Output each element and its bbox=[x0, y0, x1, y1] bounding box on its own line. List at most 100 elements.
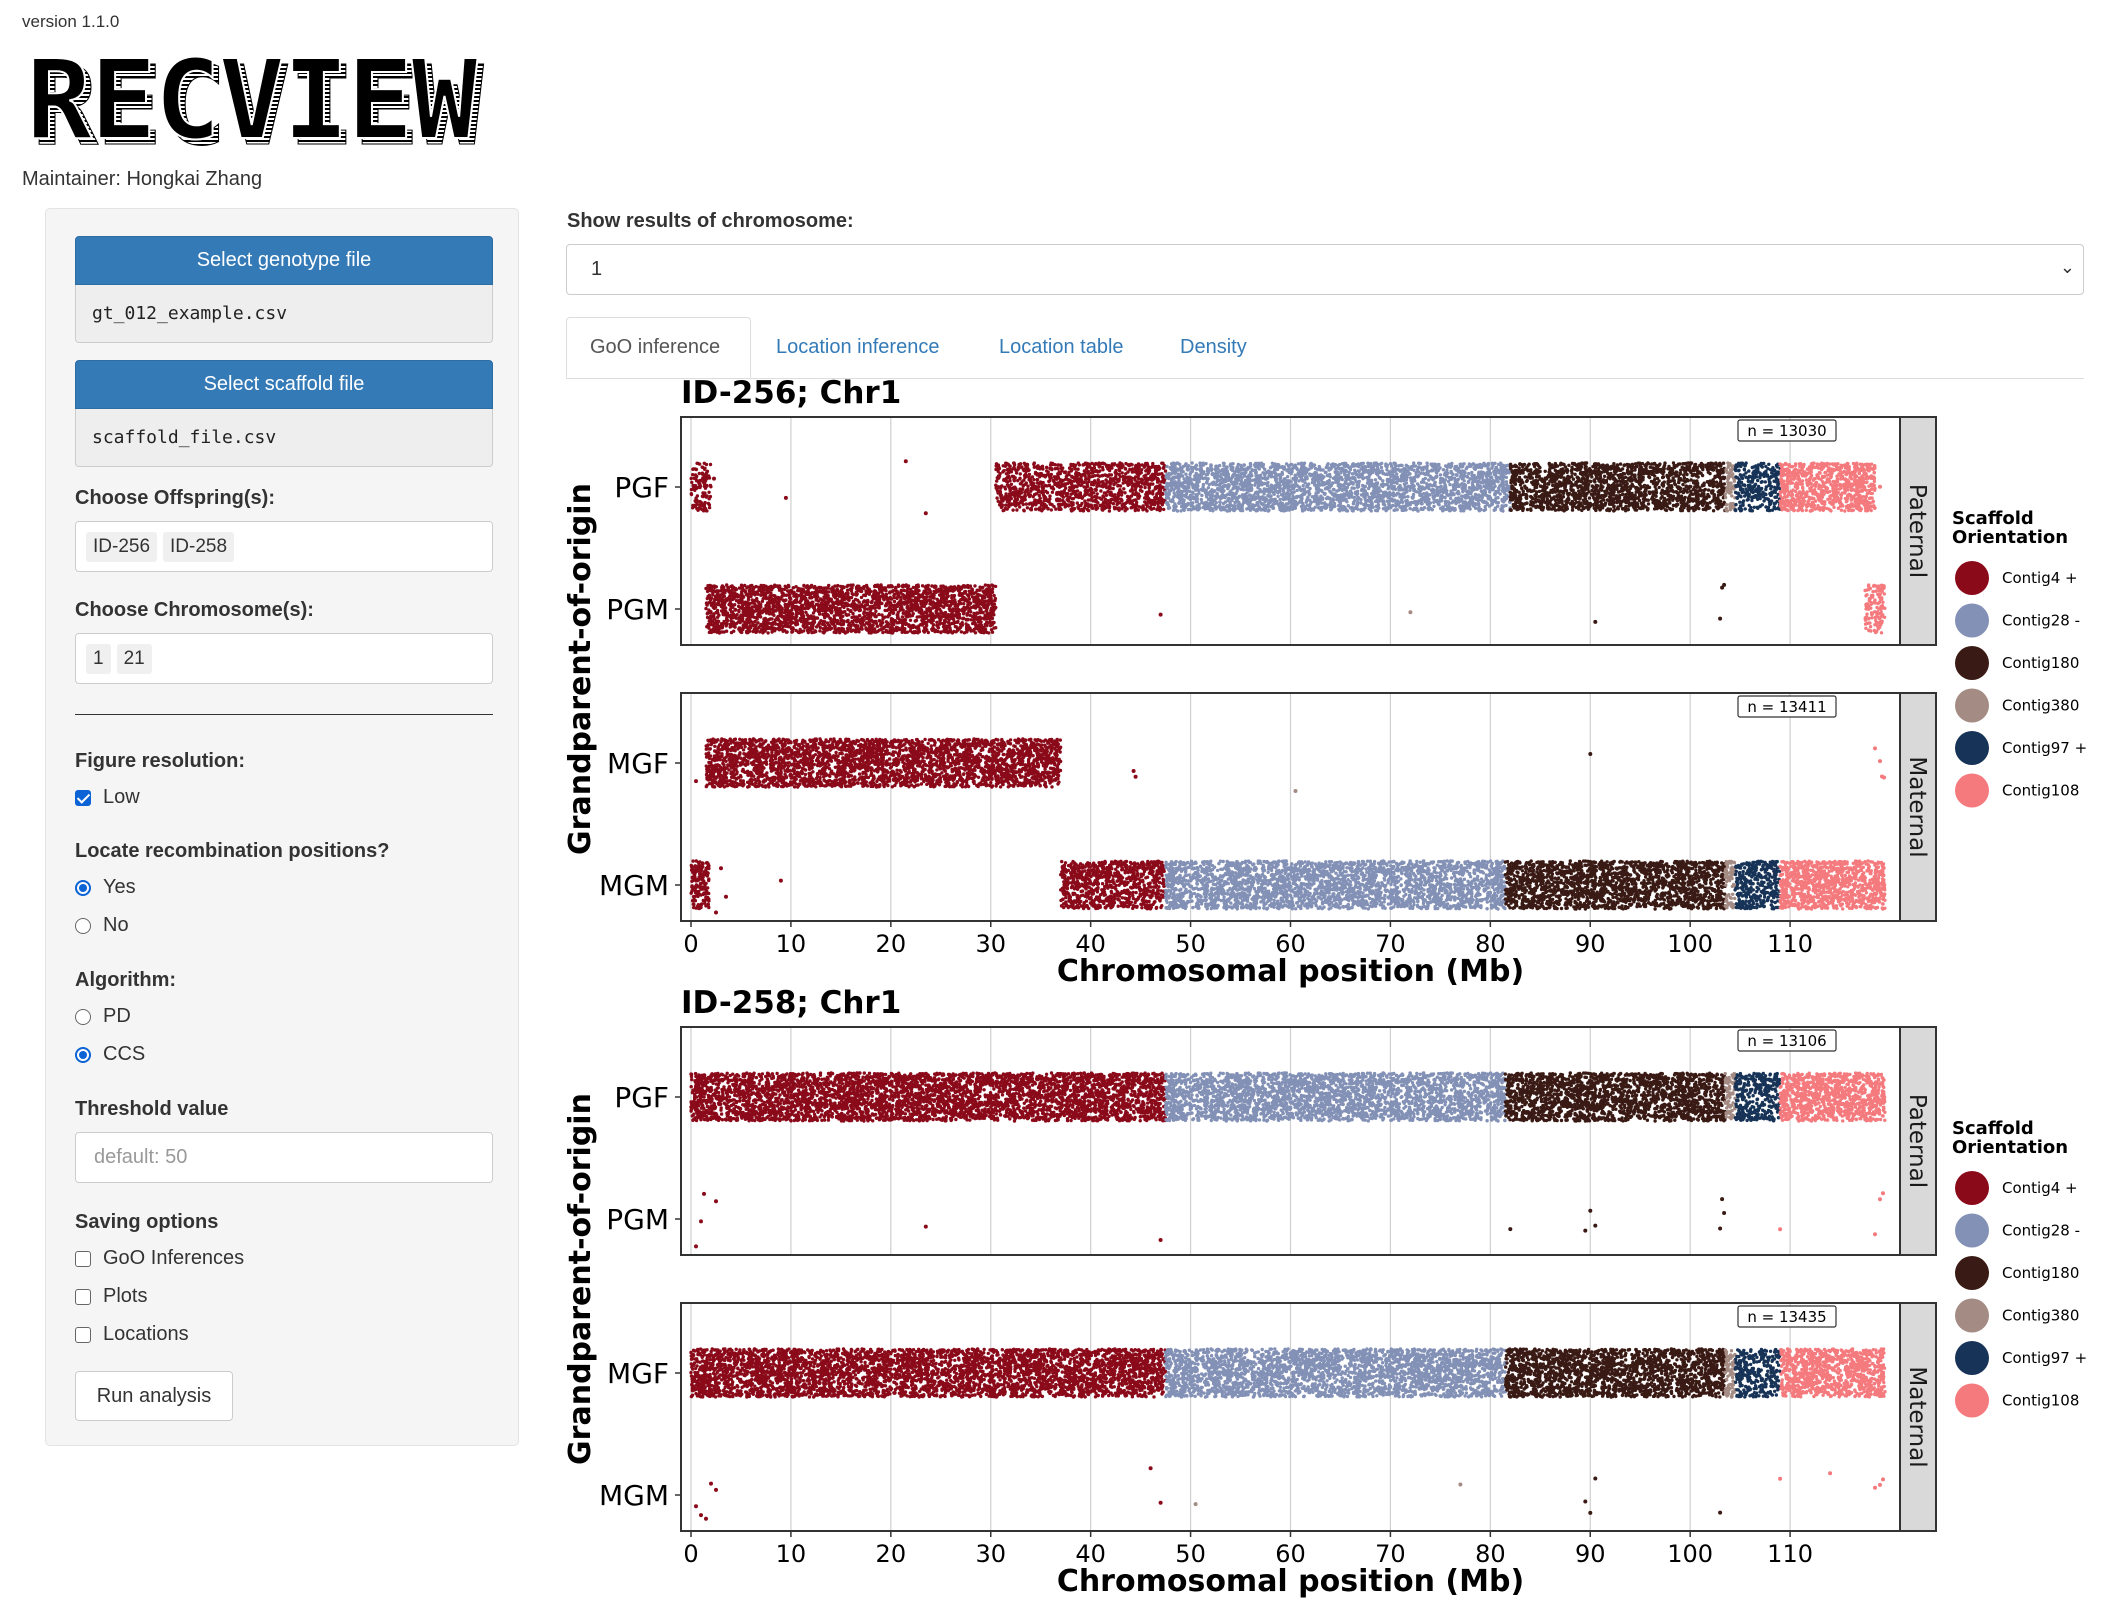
data-point bbox=[1136, 480, 1139, 483]
data-point bbox=[1114, 499, 1117, 502]
recomb-yes-radio[interactable] bbox=[75, 880, 91, 896]
data-point bbox=[1304, 476, 1307, 479]
data-point bbox=[1240, 506, 1243, 509]
data-point bbox=[1501, 478, 1504, 481]
data-point bbox=[703, 475, 706, 478]
data-point bbox=[1061, 466, 1064, 469]
scaffold-file-field[interactable]: scaffold_file.csv bbox=[75, 409, 493, 467]
data-point bbox=[1090, 504, 1093, 507]
data-point bbox=[1460, 506, 1463, 509]
data-point bbox=[1457, 492, 1460, 495]
chromosome-select[interactable]: 1 21 bbox=[75, 633, 493, 684]
select-genotype-button[interactable]: Select genotype file bbox=[75, 236, 493, 285]
data-point bbox=[702, 481, 705, 484]
select-scaffold-button[interactable]: Select scaffold file bbox=[75, 360, 493, 409]
data-point bbox=[1341, 507, 1344, 510]
data-point bbox=[1454, 497, 1457, 500]
save-plots-checkbox[interactable] bbox=[75, 1289, 91, 1305]
data-point bbox=[1262, 507, 1265, 510]
data-point bbox=[1066, 498, 1069, 501]
data-point bbox=[1038, 472, 1041, 475]
algorithm-ccs-radio[interactable] bbox=[75, 1047, 91, 1063]
chromosome-tag[interactable]: 21 bbox=[117, 644, 152, 674]
data-point bbox=[1332, 488, 1335, 491]
data-point bbox=[1190, 504, 1193, 507]
data-point bbox=[1490, 466, 1493, 469]
save-goo-checkbox[interactable] bbox=[75, 1251, 91, 1267]
data-point bbox=[1486, 494, 1489, 497]
data-point bbox=[1185, 488, 1188, 491]
data-point bbox=[1318, 483, 1321, 486]
data-point bbox=[1157, 468, 1160, 471]
data-point bbox=[1247, 487, 1250, 490]
data-point bbox=[1029, 507, 1032, 510]
save-locations-option[interactable]: Locations bbox=[75, 1323, 493, 1346]
data-point bbox=[1368, 465, 1371, 468]
data-point bbox=[1098, 475, 1101, 478]
algorithm-ccs-option[interactable]: CCS bbox=[75, 1043, 493, 1066]
algorithm-pd-radio[interactable] bbox=[75, 1009, 91, 1025]
data-point bbox=[1068, 467, 1071, 470]
data-point bbox=[1391, 499, 1394, 502]
data-point bbox=[1044, 475, 1047, 478]
save-plots-option[interactable]: Plots bbox=[75, 1285, 493, 1308]
data-point bbox=[1237, 478, 1240, 481]
data-point bbox=[1036, 473, 1039, 476]
save-goo-option[interactable]: GoO Inferences bbox=[75, 1247, 493, 1270]
data-point bbox=[1072, 486, 1075, 489]
data-point bbox=[1179, 484, 1182, 487]
data-point bbox=[1498, 477, 1501, 480]
tab-location-table[interactable]: Location table bbox=[999, 317, 1124, 378]
data-point bbox=[1085, 467, 1088, 470]
data-point bbox=[1131, 485, 1134, 488]
data-point bbox=[1122, 475, 1125, 478]
data-point bbox=[1488, 504, 1491, 507]
data-point bbox=[708, 476, 711, 479]
data-point bbox=[1060, 494, 1063, 497]
data-point bbox=[1226, 469, 1229, 472]
offspring-tag[interactable]: ID-258 bbox=[163, 532, 234, 562]
recomb-no-radio[interactable] bbox=[75, 918, 91, 934]
data-point bbox=[1114, 496, 1117, 499]
data-point bbox=[1039, 497, 1042, 500]
data-point bbox=[1139, 480, 1142, 483]
recomb-no-option[interactable]: No bbox=[75, 914, 493, 937]
data-point bbox=[1146, 467, 1149, 470]
algorithm-pd-option[interactable]: PD bbox=[75, 1005, 493, 1028]
offspring-tag[interactable]: ID-256 bbox=[86, 532, 157, 562]
data-point bbox=[1024, 483, 1027, 486]
tab-location-inference[interactable]: Location inference bbox=[776, 317, 939, 378]
data-point bbox=[1085, 493, 1088, 496]
offspring-select[interactable]: ID-256 ID-258 bbox=[75, 521, 493, 572]
data-point bbox=[1398, 505, 1401, 508]
data-point bbox=[1113, 477, 1116, 480]
resolution-low-option[interactable]: Low bbox=[75, 786, 493, 809]
genotype-file-field[interactable]: gt_012_example.csv bbox=[75, 285, 493, 343]
data-point bbox=[1312, 472, 1315, 475]
data-point bbox=[695, 468, 698, 471]
tab-goo-inference[interactable]: GoO inference bbox=[566, 317, 751, 378]
recomb-yes-option[interactable]: Yes bbox=[75, 876, 493, 899]
data-point bbox=[695, 507, 698, 510]
data-point bbox=[1101, 466, 1104, 469]
data-point bbox=[1351, 495, 1354, 498]
data-point bbox=[1404, 471, 1407, 474]
data-point bbox=[1176, 468, 1179, 471]
data-point bbox=[1449, 478, 1452, 481]
data-point bbox=[1058, 504, 1061, 507]
chromosome-tag[interactable]: 1 bbox=[86, 644, 111, 674]
data-point bbox=[1138, 466, 1141, 469]
data-point bbox=[1095, 504, 1098, 507]
tab-density[interactable]: Density bbox=[1180, 317, 1247, 378]
data-point bbox=[994, 468, 997, 471]
data-point bbox=[1024, 473, 1027, 476]
data-point bbox=[1334, 478, 1337, 481]
data-point bbox=[1032, 478, 1035, 481]
save-locations-checkbox[interactable] bbox=[75, 1327, 91, 1343]
run-analysis-button[interactable]: Run analysis bbox=[75, 1371, 233, 1421]
threshold-input[interactable]: default: 50 bbox=[75, 1132, 493, 1183]
data-point bbox=[1038, 494, 1041, 497]
chromosome-dropdown[interactable]: 1 ⌄ bbox=[566, 244, 2084, 295]
data-point bbox=[1073, 490, 1076, 493]
resolution-low-checkbox[interactable] bbox=[75, 790, 91, 806]
